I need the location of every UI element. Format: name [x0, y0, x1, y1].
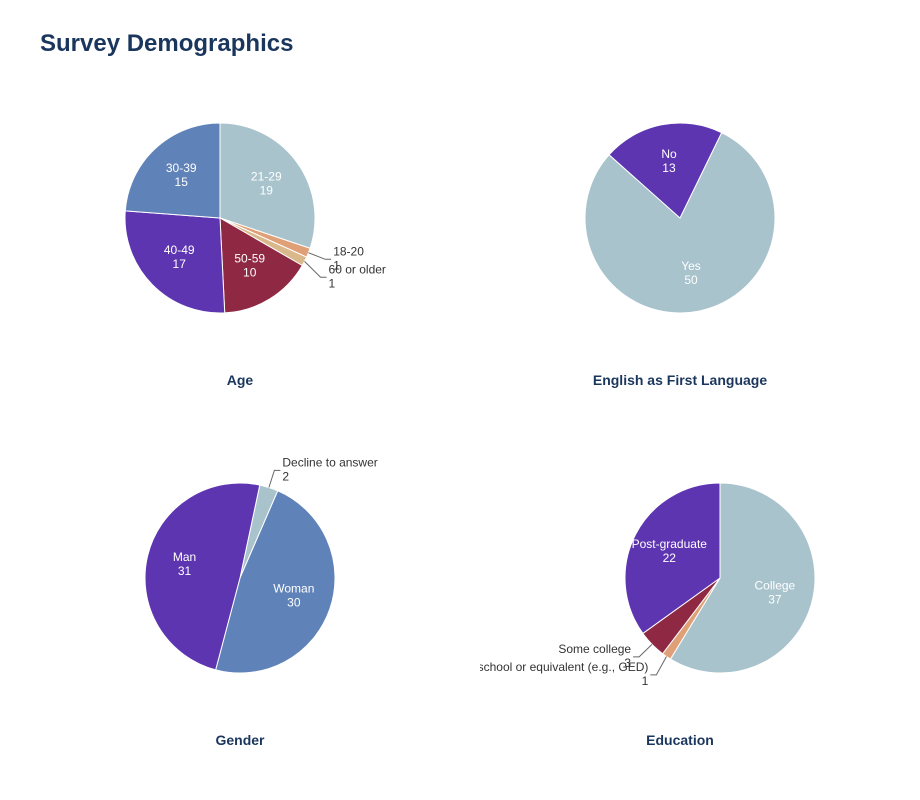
chart-title-education: Education: [646, 732, 714, 748]
charts-grid: 21-291950-591040-491730-391518-20160 or …: [40, 88, 880, 748]
callout-value: 1: [642, 674, 649, 688]
callout-line: [305, 261, 327, 277]
slice-value: 13: [662, 161, 676, 175]
chart-title-english: English as First Language: [593, 372, 767, 388]
slice-label: No: [661, 147, 677, 161]
chart-english: Yes50 No13 English as First Language: [480, 88, 880, 388]
callout-value: 1: [329, 276, 336, 290]
chart-title-age: Age: [227, 372, 253, 388]
slice-label: College: [755, 578, 796, 592]
slice-value: 17: [173, 257, 187, 271]
callout-value: 2: [282, 469, 289, 483]
slice-label: 21-29: [251, 170, 282, 184]
callout-line: [269, 470, 280, 487]
slice-value: 31: [178, 564, 192, 578]
pie-age: 21-2919 50-5910 40-4917 30-3915 18-20 160 or …: [40, 88, 440, 368]
callout-label: Some college: [558, 642, 631, 656]
chart-age: 21-2919 50-5910 40-4917 30-3915 18-20 160 or …: [40, 88, 440, 388]
slice-value: 19: [260, 184, 274, 198]
slice-label: 40-49: [164, 243, 195, 257]
pie-education: College37Post-graduate22Some college3Hig…: [480, 448, 880, 728]
callout-line: [633, 644, 652, 657]
callout-line: [308, 253, 331, 260]
chart-gender: Woman30 Man31 Decline to answer2 Gender: [40, 448, 440, 748]
slice-value: 22: [663, 551, 677, 565]
slice-label: Post-graduate: [632, 537, 708, 551]
callout-label: High school or equivalent (e.g., GED): [480, 660, 648, 674]
slice-value: 15: [175, 175, 189, 189]
slice-label: Yes: [681, 259, 701, 273]
callout-line: [650, 656, 666, 674]
slice-label: Woman: [273, 582, 314, 596]
callout-label: Decline to answer: [282, 455, 377, 469]
chart-education: College37Post-graduate22Some college3Hig…: [480, 448, 880, 748]
pie-gender: Woman30 Man31 Decline to answer2: [40, 448, 440, 728]
chart-title-gender: Gender: [215, 732, 264, 748]
callout-label: 60 or older: [329, 262, 386, 276]
slice-value: 50: [684, 273, 698, 287]
pie-english: Yes50 No13: [480, 88, 880, 368]
slice-value: 10: [243, 266, 257, 280]
slice-value: 37: [768, 592, 782, 606]
slice-label: 30-39: [166, 161, 197, 175]
slice-label: Man: [173, 550, 196, 564]
page-title: Survey Demographics: [40, 30, 880, 58]
slice-label: 50-59: [234, 252, 265, 266]
callout-label: 18-20: [333, 244, 364, 258]
slice-value: 30: [287, 596, 301, 610]
